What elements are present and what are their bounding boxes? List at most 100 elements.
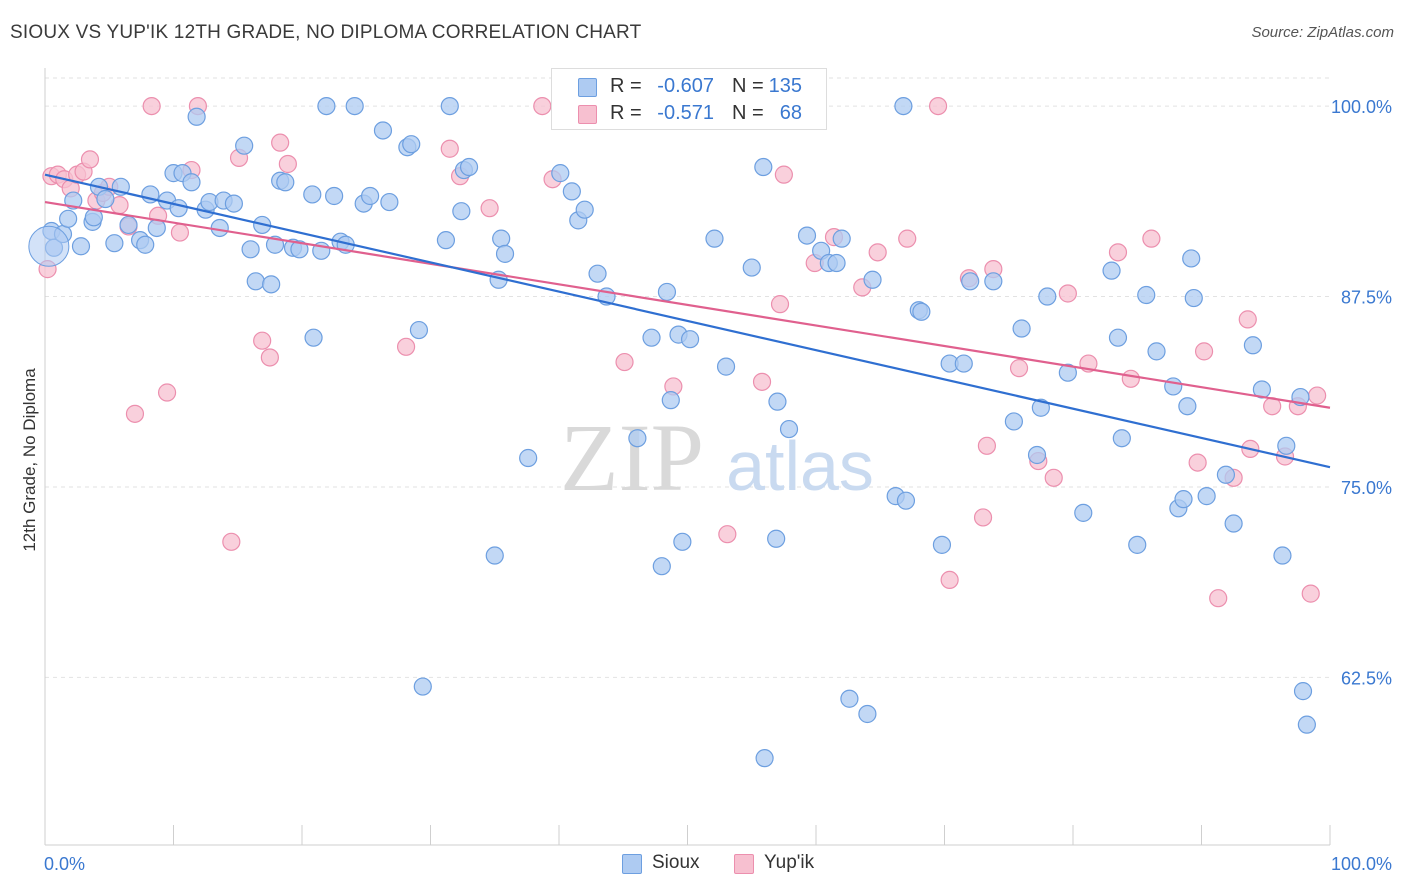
yupik-point	[868, 243, 887, 262]
sioux-point	[380, 192, 399, 212]
sioux-point	[1027, 445, 1047, 465]
sioux-point	[754, 157, 773, 177]
sioux-point	[657, 282, 677, 302]
y-tick-label: 100.0%	[1331, 97, 1392, 117]
sioux-point	[1102, 261, 1121, 280]
sioux-point	[373, 121, 393, 140]
yupik-point	[752, 372, 772, 391]
yupik-point	[973, 508, 993, 527]
sioux-point	[1058, 363, 1077, 382]
yupik-point	[1188, 453, 1207, 472]
chart-title: SIOUX VS YUP'IK 12TH GRADE, NO DIPLOMA C…	[10, 22, 642, 43]
yupik-point	[170, 223, 190, 242]
n-label: N =	[732, 75, 764, 97]
sioux-point	[317, 96, 336, 116]
sioux-point	[858, 704, 877, 724]
sioux-point	[276, 173, 295, 192]
sioux-point	[742, 258, 761, 277]
sioux-point	[345, 96, 364, 116]
y-tick-label: 62.5%	[1341, 668, 1392, 688]
sioux-point	[290, 240, 309, 259]
sioux-point	[519, 448, 538, 468]
r-label: R =	[610, 75, 642, 97]
sioux-point	[832, 229, 851, 248]
yupik-point	[396, 337, 416, 356]
yupik-point	[1301, 584, 1320, 603]
sioux-point	[1224, 514, 1243, 533]
sioux-point	[1108, 328, 1128, 347]
sioux-point	[1128, 535, 1147, 554]
sioux-point	[64, 191, 83, 210]
yupik-point	[1238, 310, 1257, 329]
series-legend: Sioux Yup'ik	[0, 852, 1406, 878]
trend-line-yupik	[44, 200, 1331, 409]
watermark-zip: ZIP	[560, 404, 704, 511]
sioux-point	[459, 157, 479, 177]
x-tick-label: 0.0%	[44, 854, 85, 874]
sioux-point	[932, 535, 952, 554]
sioux-point	[262, 275, 281, 294]
yupik-point	[142, 96, 161, 116]
yupik-point	[480, 199, 499, 218]
sioux-point	[768, 392, 787, 411]
source-label: Source: ZipAtlas.com	[1251, 24, 1394, 41]
n-value: 68	[779, 102, 802, 124]
sioux-point	[1197, 487, 1216, 506]
sioux-point	[1184, 288, 1203, 308]
sioux-point	[452, 202, 471, 221]
yupik-point	[253, 331, 272, 350]
yupik-point	[271, 133, 290, 152]
watermark-atlas: atlas	[726, 427, 874, 505]
yupik-swatch	[734, 854, 754, 874]
yupik-point	[1194, 342, 1214, 361]
sioux-point	[716, 357, 736, 376]
sioux-point	[575, 200, 594, 219]
trend-line-sioux	[44, 173, 1331, 469]
sioux-point	[1297, 715, 1316, 734]
yupik-point	[1121, 369, 1140, 388]
n-label: N =	[732, 102, 764, 124]
yupik-point	[1209, 589, 1228, 608]
yupik-point	[260, 348, 279, 367]
sioux-point	[1147, 342, 1166, 361]
yupik-point	[80, 150, 100, 169]
yupik-point	[940, 570, 959, 590]
sioux-point	[1252, 380, 1271, 399]
yupik-point	[1142, 229, 1161, 248]
sioux-point	[551, 164, 570, 183]
sioux-point	[1074, 503, 1093, 522]
sioux-point	[1216, 465, 1236, 484]
sioux-point	[28, 225, 70, 267]
sioux-point	[767, 529, 786, 548]
trend-lines	[44, 173, 1331, 469]
sioux-point	[661, 391, 680, 410]
sioux-point	[105, 234, 124, 253]
yupik-point	[440, 139, 459, 158]
sioux-point	[495, 244, 515, 263]
legend-label-sioux: Sioux	[652, 852, 700, 873]
stats-row-yupik: R = -0.571 N = 68	[552, 100, 826, 126]
yupik-point	[222, 532, 241, 551]
sioux-point	[187, 107, 206, 126]
sioux-point	[1004, 412, 1023, 431]
yupik-point	[1108, 243, 1128, 262]
sioux-point	[492, 229, 511, 248]
yupik-point	[1044, 468, 1063, 487]
sioux-point	[182, 173, 201, 192]
sioux-point	[361, 186, 380, 206]
series-yupik	[38, 96, 1327, 608]
sioux-point	[440, 96, 459, 116]
sioux-point	[119, 215, 138, 235]
sioux-point	[1038, 287, 1057, 306]
yupik-point	[977, 436, 997, 455]
yupik-point	[533, 96, 552, 116]
sioux-point	[562, 182, 581, 201]
sioux-point	[1243, 336, 1263, 355]
sioux-point	[961, 272, 980, 291]
yupik-point	[278, 154, 297, 174]
sioux-point	[894, 96, 913, 116]
sioux-point	[1293, 682, 1313, 701]
y-tick-label: 75.0%	[1341, 478, 1392, 498]
sioux-point	[642, 328, 661, 347]
sioux-point	[402, 135, 421, 154]
